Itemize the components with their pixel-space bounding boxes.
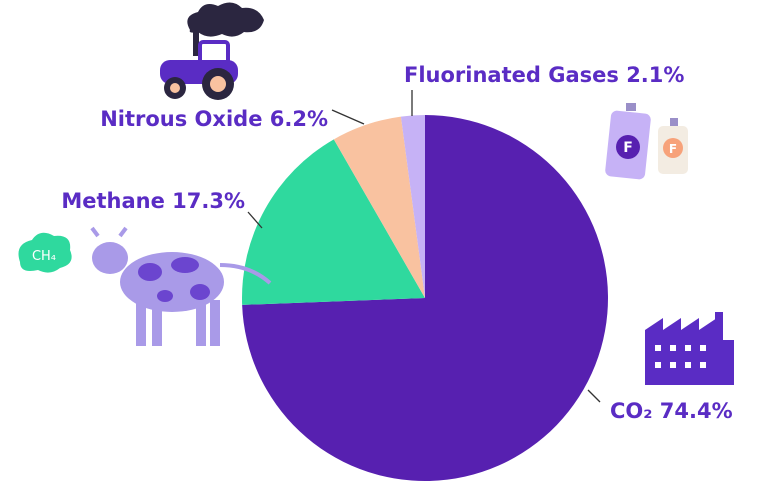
pie	[242, 115, 609, 482]
pie-slice	[400, 115, 425, 298]
icon-label: F	[623, 140, 633, 156]
spray-cans-icon: F F	[605, 103, 688, 180]
value-label: 74.4%	[660, 399, 733, 423]
category: Fluorinated Gases	[404, 63, 619, 87]
icon-label: F	[669, 142, 677, 156]
category: Methane	[61, 189, 165, 213]
cow-icon: CH₄	[18, 226, 272, 346]
slice-label: Fluorinated Gases 2.1%	[404, 63, 684, 87]
slice-label: CO₂ 74.4%	[610, 399, 733, 423]
leader-line	[247, 211, 263, 229]
value-label: 17.3%	[172, 189, 245, 213]
icon-label: CH₄	[32, 249, 56, 264]
value-label: 6.2%	[270, 107, 328, 131]
slice-label: Methane 17.3%	[61, 189, 245, 213]
factory-icon	[645, 312, 734, 385]
leader-line	[587, 389, 601, 403]
pie-slice	[242, 115, 609, 482]
slice-label: Nitrous Oxide 6.2%	[100, 107, 328, 131]
pie-slice	[242, 139, 425, 305]
category: CO₂	[610, 399, 652, 423]
tractor-icon	[160, 2, 264, 100]
pie-slice	[333, 116, 425, 299]
leader-line	[331, 109, 365, 125]
value-label: 2.1%	[626, 63, 684, 87]
category: Nitrous Oxide	[100, 107, 262, 131]
